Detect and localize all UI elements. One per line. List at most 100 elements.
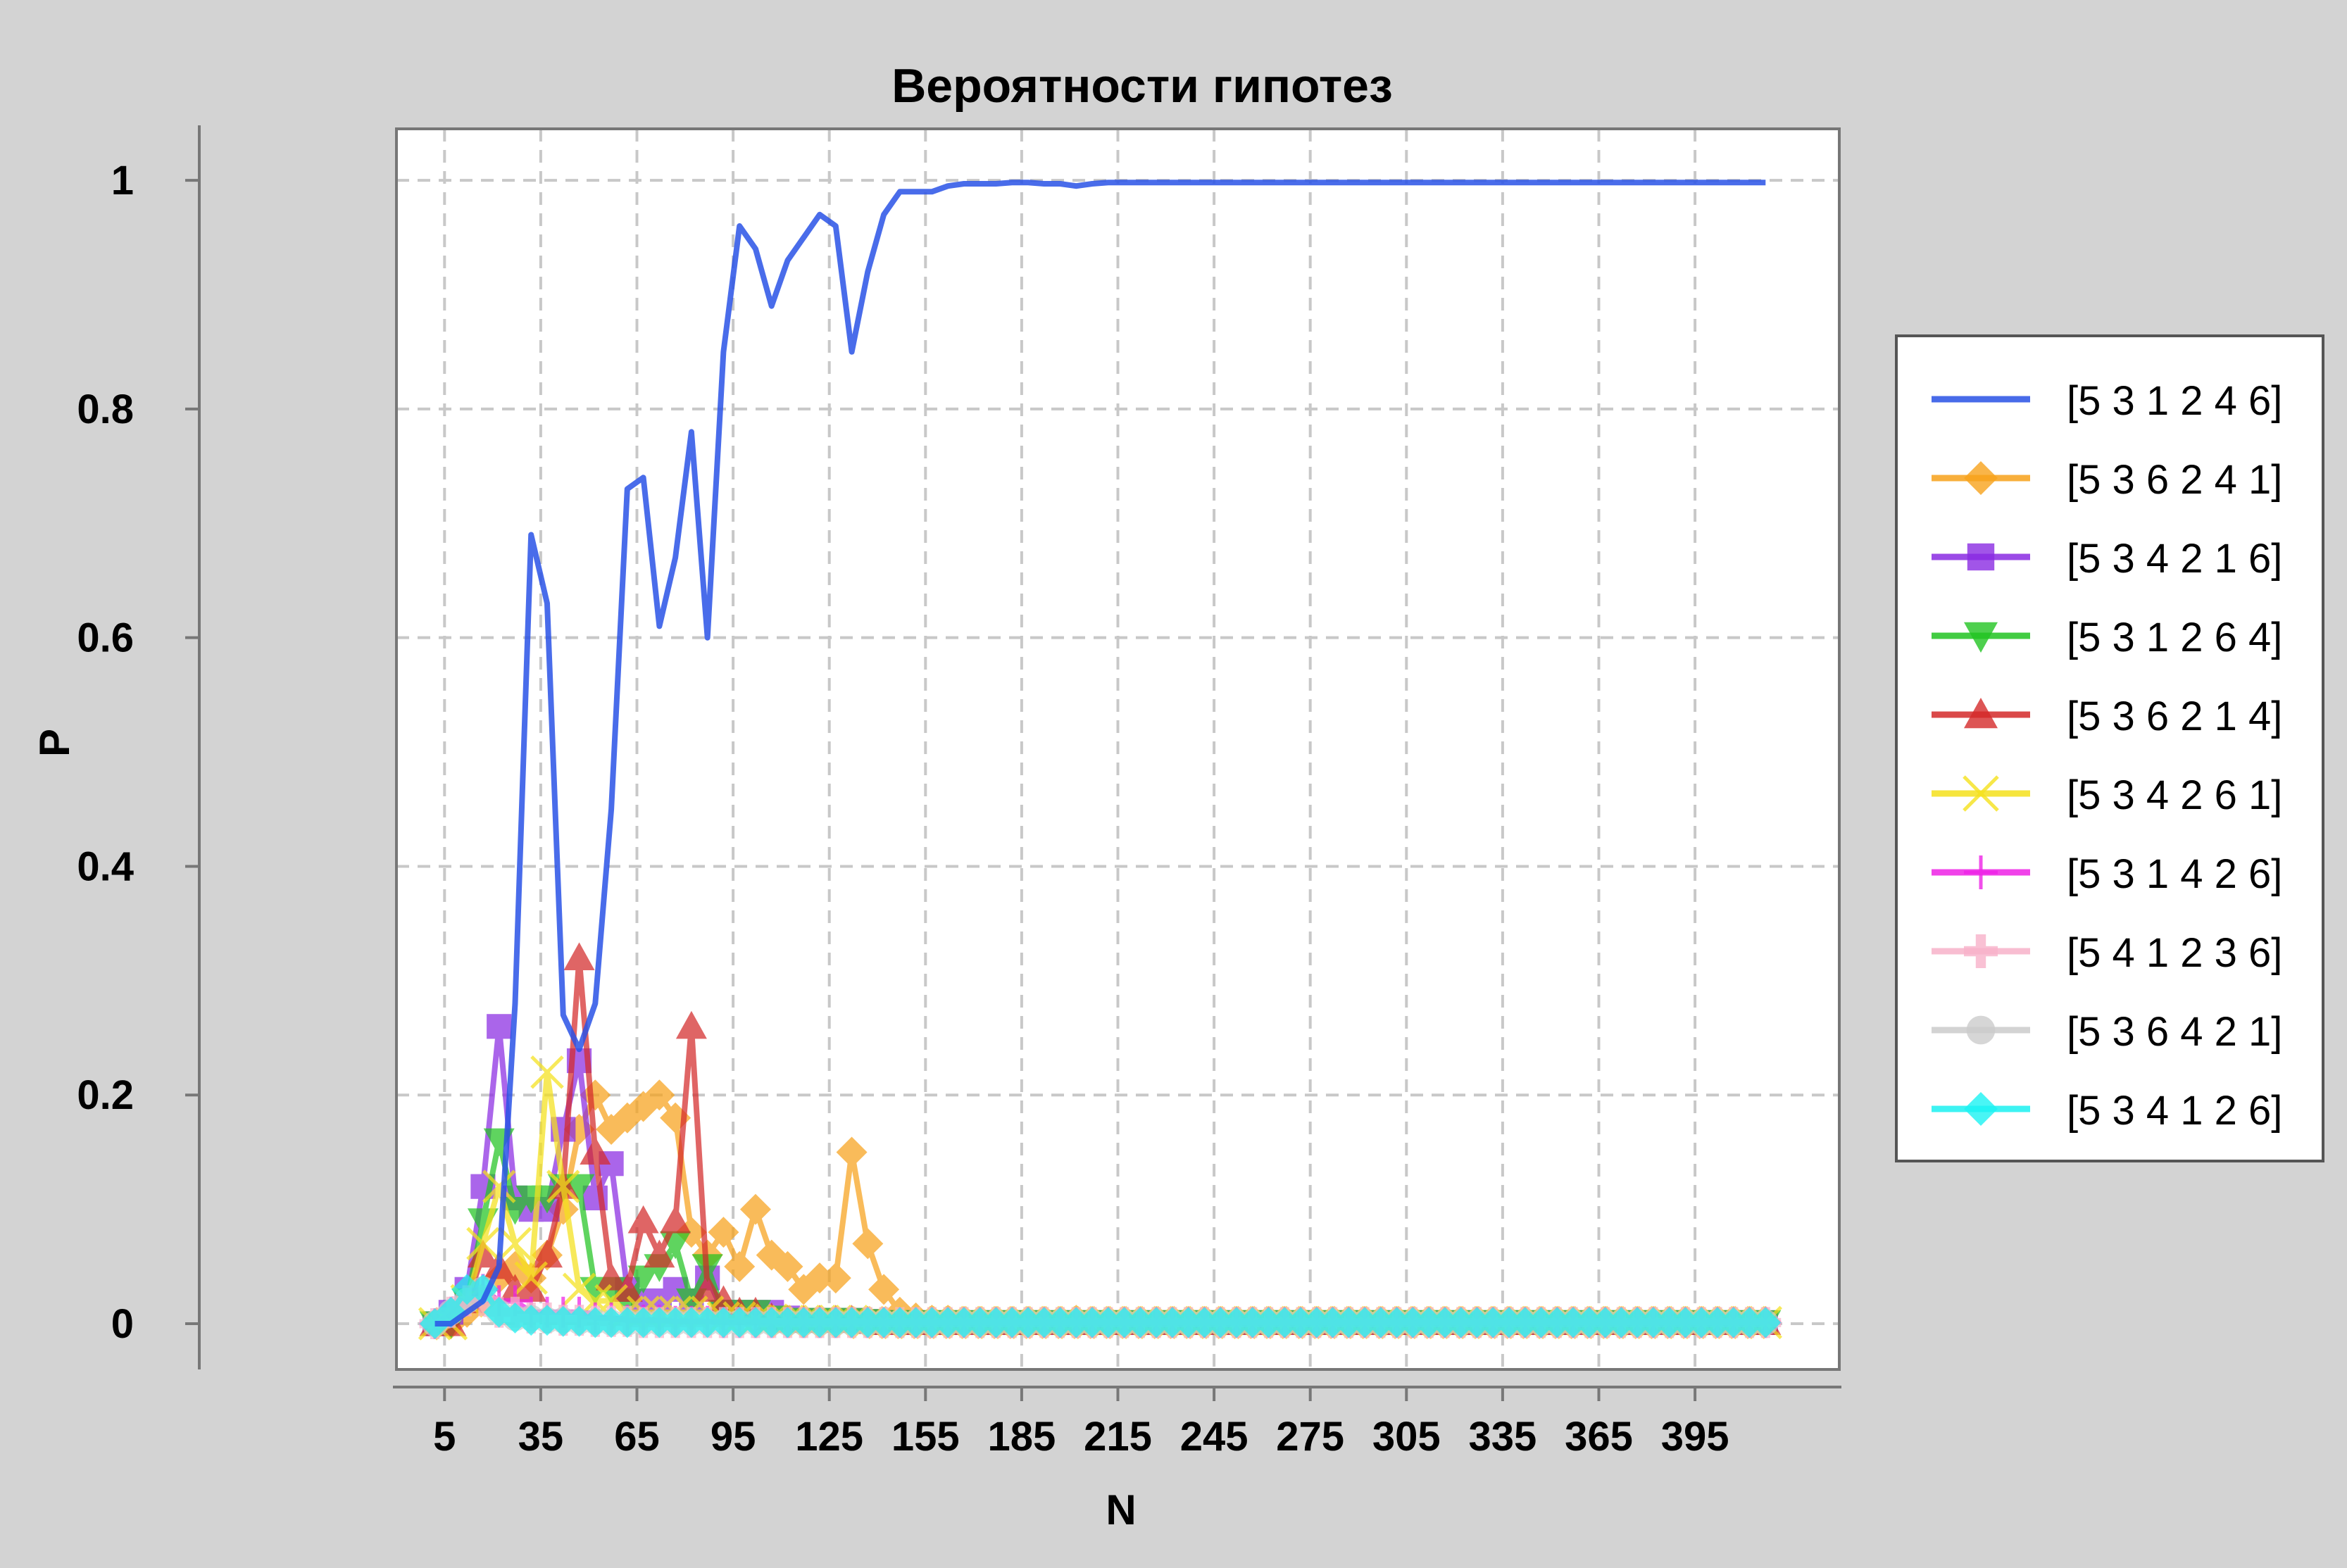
data-point (1653, 1307, 1685, 1338)
legend-label: [5 4 1 2 3 6] (2067, 930, 2282, 976)
data-point (627, 1205, 659, 1234)
y-tick-label: 0.2 (77, 1072, 134, 1118)
data-point (1637, 1307, 1669, 1338)
data-point (1573, 1307, 1605, 1338)
data-point (466, 1227, 500, 1261)
y-axis-label: P (31, 729, 78, 757)
data-point (1589, 1307, 1621, 1338)
data-point (772, 1307, 803, 1338)
data-point (498, 1227, 532, 1261)
data-point (1301, 1307, 1332, 1338)
legend-swatch-marker (1964, 855, 1998, 889)
data-point (1717, 1307, 1749, 1338)
data-point (515, 1274, 547, 1302)
legend-item: [5 3 6 4 2 1] (1932, 1009, 2282, 1055)
x-tick-label: 275 (1276, 1414, 1344, 1460)
data-point (1108, 1307, 1140, 1338)
data-point (1397, 1307, 1429, 1338)
legend-item: [5 3 6 2 4 1] (1932, 457, 2282, 503)
data-point (596, 1262, 627, 1291)
data-point (1237, 1307, 1268, 1338)
data-point (563, 1174, 595, 1203)
data-point (1525, 1307, 1557, 1338)
data-point (675, 1010, 707, 1039)
x-tick-label: 185 (988, 1414, 1056, 1460)
y-tick-label: 0.6 (77, 615, 134, 661)
series-line (434, 180, 1766, 1326)
legend: [5 3 1 2 4 6] [5 3 6 2 4 1] [5 3 4 2 1 6] [… (1895, 334, 2324, 1162)
data-point (515, 1305, 547, 1336)
data-point (1541, 1307, 1573, 1338)
data-point (708, 1307, 739, 1338)
data-point (1125, 1307, 1156, 1338)
data-point (563, 942, 595, 970)
data-point (627, 1307, 659, 1338)
plot-frame (395, 127, 1841, 1371)
legend-label: [5 3 1 2 6 4] (2067, 615, 2282, 660)
legend-label: [5 3 4 2 1 6] (2067, 536, 2282, 582)
legend-item: [5 3 1 4 2 6] (1932, 851, 2282, 897)
data-point (532, 1239, 563, 1268)
data-point (739, 1307, 771, 1338)
data-point (1670, 1307, 1701, 1338)
data-point (482, 1169, 516, 1203)
legend-item: [5 3 1 2 4 6] (1932, 378, 2282, 424)
data-point (756, 1307, 787, 1338)
legend-item: [5 3 4 1 2 6] (1932, 1088, 2282, 1134)
x-tick-label: 245 (1180, 1414, 1248, 1460)
legend-swatch-marker (1964, 698, 1998, 729)
data-point (1092, 1307, 1124, 1338)
data-point (1461, 1307, 1493, 1338)
legend-label: [5 3 4 1 2 6] (2067, 1088, 2282, 1134)
data-point (1253, 1307, 1284, 1338)
x-tick-label: 125 (795, 1414, 863, 1460)
y-tick-label: 0.4 (77, 843, 134, 889)
data-point (852, 1228, 884, 1260)
data-point (884, 1307, 915, 1338)
data-point (804, 1262, 836, 1294)
data-point (708, 1217, 739, 1248)
data-point (1365, 1307, 1396, 1338)
data-point (868, 1274, 900, 1305)
data-point (836, 1307, 868, 1338)
legend-swatch-marker (1964, 622, 1998, 653)
data-point (1509, 1307, 1541, 1338)
data-point (916, 1307, 948, 1338)
data-point (1494, 1307, 1525, 1338)
data-point (644, 1079, 675, 1111)
legend-label: [5 3 6 2 4 1] (2067, 457, 2282, 503)
data-point (691, 1307, 723, 1338)
data-point (596, 1307, 627, 1338)
x-axis-label: N (1106, 1486, 1136, 1533)
data-point (1558, 1307, 1589, 1338)
data-point (562, 1272, 596, 1307)
data-point (1172, 1307, 1204, 1338)
data-point (932, 1307, 964, 1338)
data-point (1028, 1307, 1060, 1338)
data-point (580, 1307, 611, 1338)
legend-item: [5 4 1 2 3 6] (1932, 930, 2282, 976)
x-tick-label: 395 (1661, 1414, 1729, 1460)
data-point (820, 1262, 851, 1294)
data-point (980, 1307, 1012, 1338)
data-point (804, 1307, 836, 1338)
data-point (691, 1274, 723, 1302)
x-tick-label: 35 (518, 1414, 564, 1460)
data-point (1013, 1307, 1044, 1338)
data-point (487, 1014, 512, 1039)
legend-swatch-marker (1963, 775, 1999, 812)
data-point (1429, 1307, 1460, 1338)
data-point (1445, 1307, 1477, 1338)
data-point (1077, 1307, 1108, 1338)
data-point (1269, 1307, 1301, 1338)
data-point (1477, 1307, 1509, 1338)
y-tick-label: 1 (111, 158, 134, 203)
legend-swatch-marker (1964, 934, 1998, 969)
data-point (724, 1250, 756, 1282)
y-tick-label: 0 (111, 1301, 134, 1347)
x-tick-label: 365 (1565, 1414, 1633, 1460)
x-tick-label: 95 (711, 1414, 756, 1460)
data-point (852, 1307, 884, 1338)
